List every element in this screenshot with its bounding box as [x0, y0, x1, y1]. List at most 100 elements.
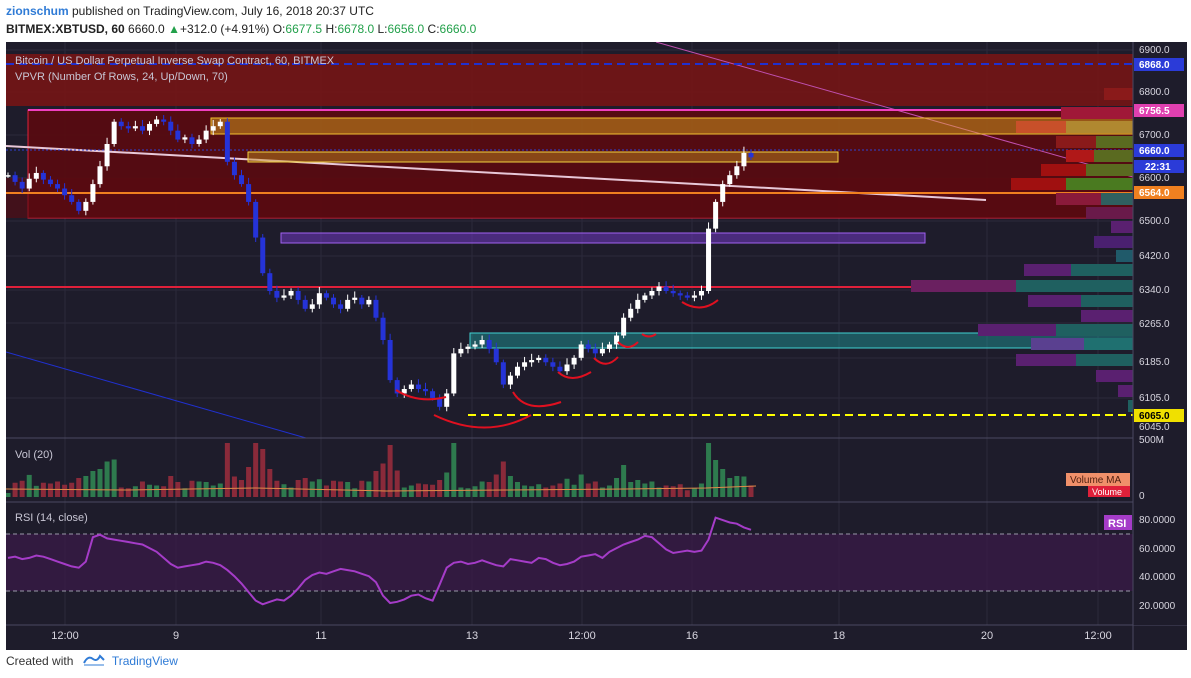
volume-bar — [352, 488, 358, 497]
candle-body — [189, 137, 195, 144]
candle-body — [302, 299, 308, 309]
volume-bar — [394, 470, 400, 497]
candle-body — [345, 299, 351, 309]
high-label: H: — [325, 22, 338, 36]
candle-body — [154, 119, 160, 124]
rsi-tick: 20.0000 — [1139, 601, 1176, 612]
author-link[interactable]: zionschum — [6, 4, 69, 18]
candle-body — [656, 286, 662, 291]
candle-body — [500, 362, 506, 385]
volume-bar — [111, 459, 117, 497]
price-tick: 6265.0 — [1139, 319, 1170, 330]
volume-bar — [316, 479, 322, 497]
candle-body — [529, 360, 535, 363]
volume-bar — [323, 485, 329, 497]
volume-bar — [47, 483, 53, 497]
price-scale[interactable] — [1133, 42, 1187, 625]
volume-bar — [380, 463, 386, 497]
pink-price-label: 6756.5 — [1139, 106, 1170, 117]
candle-body — [239, 175, 245, 185]
candle-body — [599, 348, 605, 354]
time-tick: 13 — [466, 630, 478, 642]
volume-bar — [621, 465, 627, 497]
volume-bar — [97, 469, 103, 497]
candle-body — [366, 299, 372, 305]
candle-body — [614, 335, 620, 345]
volume-bar — [536, 484, 542, 497]
volume-bar — [656, 487, 662, 497]
candle-body — [19, 181, 25, 189]
last-price: 6660.0 — [128, 22, 165, 36]
price-tick: 6340.0 — [1139, 285, 1170, 296]
price-tick: 6800.0 — [1139, 87, 1170, 98]
volume-bar — [713, 460, 719, 497]
hand-drawn-arcs — [395, 299, 719, 429]
candle-body — [331, 297, 337, 305]
candle-body — [642, 295, 648, 300]
resistance-zone-top — [6, 54, 1133, 106]
support-price-label: 6065.0 — [1139, 411, 1170, 422]
volume-bar — [486, 482, 492, 497]
candle-body — [33, 172, 39, 179]
time-tick: 9 — [173, 630, 179, 642]
rsi-legend[interactable]: RSI (14, close) — [15, 512, 88, 524]
candle-body — [557, 366, 563, 372]
candle-body — [295, 291, 301, 300]
countdown-label: 22:31 — [1145, 162, 1171, 173]
volume-bar — [182, 488, 188, 497]
volume-bar — [161, 486, 167, 497]
volume-bar — [557, 483, 563, 497]
volume-legend[interactable]: Vol (20) — [15, 449, 53, 461]
created-with-text: Created with — [6, 654, 74, 668]
volume-bar — [507, 476, 513, 497]
price-tick: 6185.0 — [1139, 357, 1170, 368]
volume-bar — [585, 483, 591, 497]
candle-body — [274, 291, 280, 298]
volume-bar — [288, 487, 294, 497]
candle-body — [12, 175, 18, 182]
volume-bar — [154, 485, 160, 497]
volume-bar — [132, 486, 138, 497]
volume-bar — [670, 486, 676, 497]
candle-body — [161, 119, 167, 122]
volume-bar — [210, 485, 216, 497]
time-tick: 11 — [315, 630, 326, 642]
price-tick: 6500.0 — [1139, 216, 1170, 227]
candle-body — [175, 130, 181, 140]
candle-body — [359, 297, 365, 305]
volume-axis-bottom: 0 — [1139, 491, 1145, 502]
candle-body — [670, 291, 676, 294]
candle-body — [253, 201, 259, 238]
candle-body — [210, 126, 216, 131]
vpvr-legend[interactable]: VPVR (Number Of Rows, 24, Up/Down, 70) — [15, 71, 228, 83]
time-tick: 16 — [686, 630, 698, 642]
candle-body — [713, 201, 719, 229]
volume-bar — [387, 445, 393, 497]
volume-ma-badge: Volume MA — [1070, 475, 1121, 486]
candle-body — [316, 293, 322, 305]
volume-bar — [614, 478, 620, 497]
tradingview-link[interactable]: TradingView — [111, 654, 178, 668]
volume-bar — [642, 483, 648, 497]
chart-canvas[interactable]: 6900.0 6800.0 6700.0 6600.0 6500.0 6420.… — [6, 42, 1187, 650]
candle-body — [26, 178, 32, 189]
candle-body — [196, 139, 202, 144]
candle-body — [741, 152, 747, 167]
candle-body — [536, 357, 542, 361]
candle-body — [217, 121, 223, 127]
time-axis[interactable]: 12:00 9 11 13 12:00 16 18 20 12:00 — [51, 630, 1112, 642]
candle-body — [267, 273, 273, 291]
volume-bar — [373, 471, 379, 497]
candle-body — [585, 344, 591, 349]
candle-body — [663, 286, 669, 291]
candle-body — [734, 166, 740, 176]
candle-body — [338, 304, 344, 309]
chart-svg[interactable]: 6900.0 6800.0 6700.0 6600.0 6500.0 6420.… — [6, 42, 1187, 650]
candle-body — [578, 344, 584, 358]
candle-body — [691, 295, 697, 298]
candle-body — [125, 126, 131, 129]
volume-bar — [500, 461, 506, 497]
volume-bar — [550, 485, 556, 497]
price-tick: 6420.0 — [1139, 251, 1170, 262]
volume-bar — [224, 443, 230, 497]
